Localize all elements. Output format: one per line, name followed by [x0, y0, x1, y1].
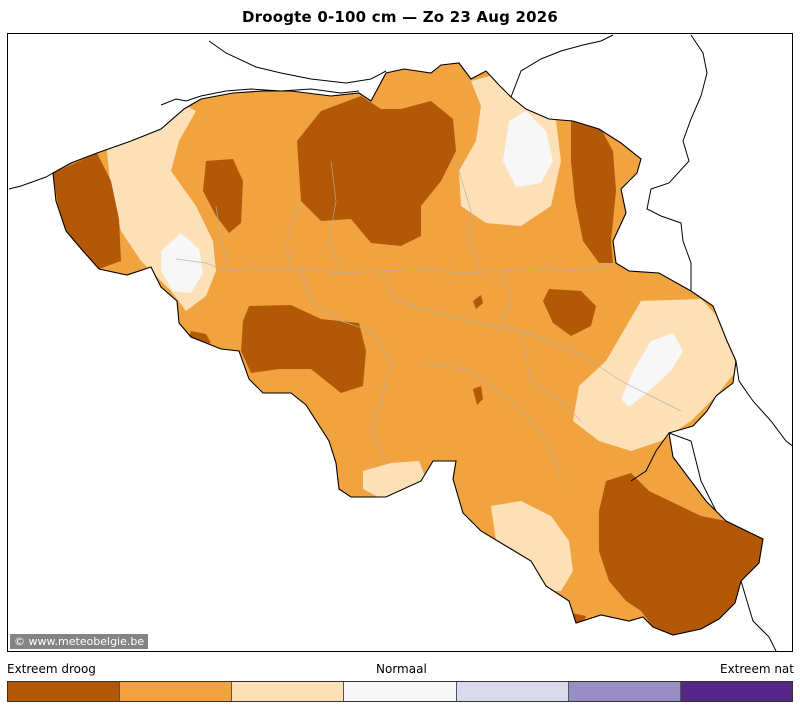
drought-field: [53, 63, 763, 635]
credit-label: © www.meteobelgie.be: [10, 634, 149, 649]
legend-swatch-1: [8, 682, 121, 701]
legend-swatch-2: [120, 682, 233, 701]
legend-label-normal: Normaal: [376, 662, 427, 676]
drought-map: [7, 33, 793, 652]
legend-swatch-6: [568, 682, 681, 701]
legend-label-extreme-dry: Extreem droog: [7, 662, 96, 676]
legend-colorbar: [7, 681, 793, 702]
legend-swatch-4: [344, 682, 457, 701]
legend-swatch-5: [456, 682, 569, 701]
legend-swatch-7: [680, 682, 792, 701]
luxembourg-border: [630, 432, 717, 512]
legend-swatch-3: [232, 682, 345, 701]
map-title: Droogte 0-100 cm — Zo 23 Aug 2026: [241, 8, 559, 26]
legend-label-extreme-wet: Extreem nat: [720, 662, 794, 676]
